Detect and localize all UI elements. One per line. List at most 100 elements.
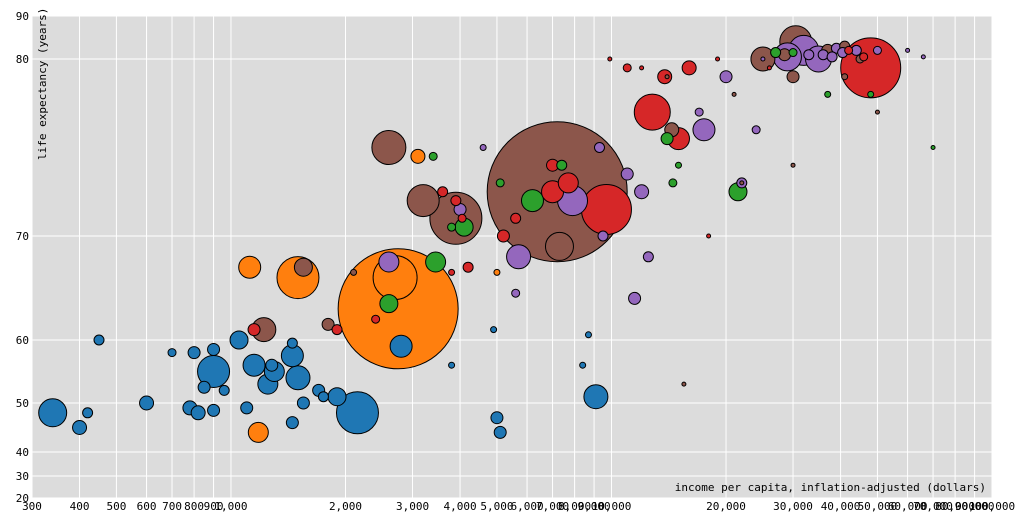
bubble-orange	[247, 421, 269, 443]
bubble-green	[495, 178, 505, 188]
x-tick-label: 300	[22, 500, 42, 513]
bubble-purple	[479, 144, 487, 151]
x-axis-label: income per capita, inflation-adjusted (d…	[675, 481, 986, 494]
bubble-red	[450, 195, 462, 207]
x-tick-label: 2,000	[329, 500, 362, 513]
bubble-blue	[579, 361, 587, 369]
bubble-red	[859, 52, 869, 62]
bubble-red	[622, 63, 632, 73]
bubble-brown	[350, 268, 358, 276]
bubble-red	[247, 323, 261, 337]
bubble-purple	[760, 56, 766, 62]
x-tick-label: 100,000	[969, 500, 1015, 513]
y-tick-label: 60	[16, 334, 29, 347]
bubble-red	[706, 233, 712, 239]
bubble-purple	[817, 49, 829, 61]
bubble-red	[557, 172, 579, 194]
x-tick-label: 5,000	[480, 500, 513, 513]
y-tick-label: 80	[16, 53, 29, 66]
bubble-blue	[229, 330, 249, 350]
bubble-blue	[197, 380, 211, 394]
bubble-blue	[389, 334, 413, 358]
y-axis-ticks: 20 30 40 50 60 70 80 90	[16, 10, 29, 505]
bubble-purple	[506, 244, 532, 270]
bubble-purple	[719, 70, 733, 84]
bubble-brown	[790, 162, 796, 168]
bubble-red	[371, 314, 381, 324]
bubble-brown	[786, 70, 800, 84]
x-tick-label: 600	[137, 500, 157, 513]
bubble-blue	[317, 391, 329, 403]
bubble-purple	[511, 288, 521, 298]
bubble-orange	[410, 148, 426, 164]
bubble-blue	[242, 353, 266, 377]
bubble-purple	[378, 251, 400, 273]
bubble-purple	[628, 291, 642, 305]
bubble-green	[520, 189, 544, 213]
bubble-purple	[872, 45, 882, 55]
bubble-green	[788, 48, 798, 58]
bubble-red	[681, 60, 697, 76]
bubble-blue	[286, 337, 298, 349]
bubble-blue	[296, 396, 310, 410]
bubble-green	[428, 151, 438, 161]
x-tick-label: 60,000	[888, 500, 928, 513]
bubble-green	[824, 90, 832, 98]
bubble-blue	[584, 331, 592, 339]
bubble-blue	[285, 416, 299, 430]
x-tick-label: 10,000	[592, 500, 632, 513]
y-tick-label: 70	[16, 230, 29, 243]
bubble-green	[668, 178, 678, 188]
bubble-purple	[634, 184, 650, 200]
bubble-brown	[321, 317, 335, 331]
bubble-red	[844, 45, 854, 55]
bubble-blue	[207, 342, 221, 356]
bubble-purple	[751, 125, 761, 135]
bubble-red	[715, 56, 721, 62]
bubble-brown	[293, 257, 313, 277]
x-tick-label: 7,000	[536, 500, 569, 513]
y-tick-label: 20	[16, 492, 29, 505]
bubble-green	[447, 222, 457, 232]
x-tick-label: 500	[106, 500, 126, 513]
bubble-blue	[207, 403, 221, 417]
y-axis-label: life expectancy (years)	[36, 8, 49, 160]
x-tick-label: 4,000	[443, 500, 476, 513]
bubble-purple	[826, 51, 838, 63]
bubble-blue	[72, 420, 88, 435]
bubble-blue	[493, 425, 507, 439]
bubble-orange	[493, 268, 501, 276]
bubble-red	[496, 229, 510, 243]
x-tick-label: 1,000	[214, 500, 247, 513]
bubbles	[38, 25, 936, 443]
bubble-purple	[642, 251, 654, 263]
bubble-blue	[448, 361, 456, 369]
y-tick-label: 90	[16, 10, 29, 23]
x-tick-label: 80,000	[935, 500, 975, 513]
bubble-orange	[337, 248, 459, 370]
bubble-blue	[187, 346, 201, 360]
bubble-blue	[327, 387, 347, 407]
bubble-green	[867, 90, 875, 98]
x-tick-label: 8,000	[558, 500, 591, 513]
bubble-green	[660, 132, 674, 146]
bubble-blue	[167, 348, 177, 358]
bubble-brown	[406, 184, 440, 218]
bubble-green	[770, 47, 782, 59]
bubble-red	[639, 65, 645, 71]
x-tick-label: 90,000	[955, 500, 995, 513]
bubble-red	[633, 93, 671, 131]
bubble-red	[580, 183, 632, 235]
x-tick-label: 70,000	[913, 500, 953, 513]
x-tick-label: 700	[162, 500, 182, 513]
bubble-purple	[597, 230, 609, 242]
bubble-brown	[739, 180, 745, 186]
bubble-purple	[620, 167, 634, 181]
y-tick-label: 30	[16, 470, 29, 483]
bubble-blue	[583, 384, 609, 410]
bubble-red	[607, 56, 613, 62]
x-tick-label: 3,000	[396, 500, 429, 513]
bubble-purple	[803, 49, 815, 61]
bubble-blue	[335, 391, 379, 435]
